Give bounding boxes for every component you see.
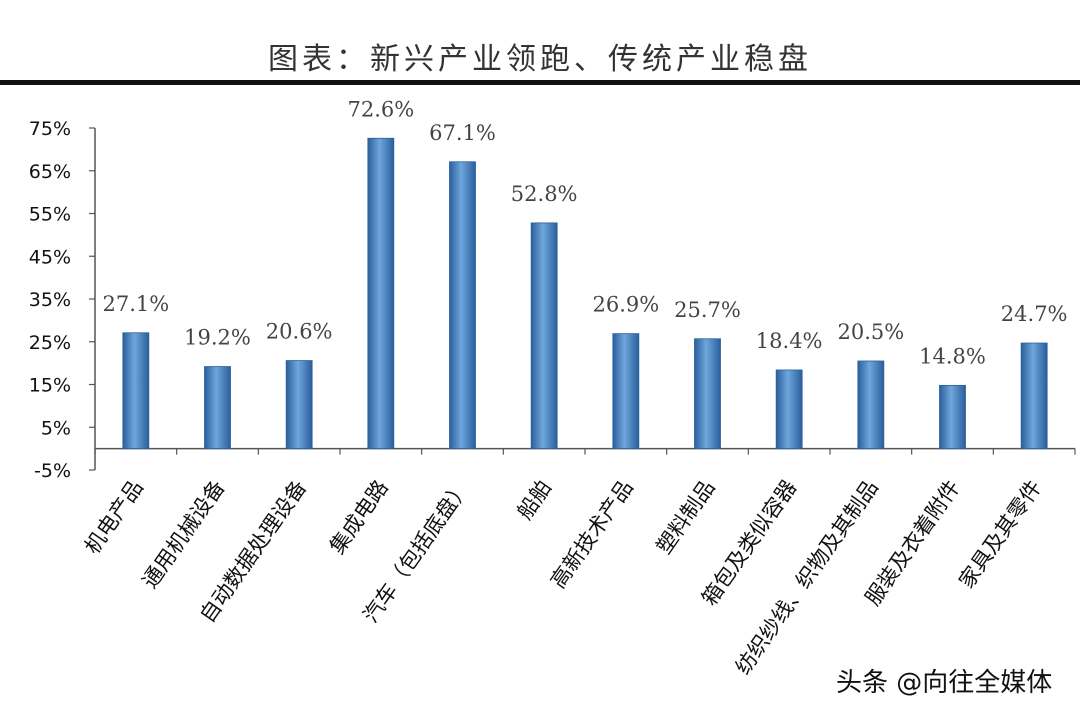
data-label: 14.8%: [919, 344, 986, 368]
data-label: 67.1%: [429, 121, 496, 145]
category-label: 塑料制品: [652, 476, 720, 559]
category-label: 船舶: [513, 476, 557, 524]
data-label: 25.7%: [674, 298, 741, 322]
y-tick-label: 55%: [29, 204, 71, 226]
data-label: 24.7%: [1001, 302, 1068, 326]
y-tick-label: 45%: [29, 246, 71, 268]
category-label: 家具及其零件: [954, 476, 1046, 593]
y-tick-label: 65%: [29, 161, 71, 183]
bar: [857, 360, 885, 450]
bar: [449, 161, 476, 450]
data-label: 52.8%: [511, 182, 578, 206]
category-label: 纺织纱线、织物及其制品: [731, 476, 883, 679]
data-label: 20.5%: [837, 320, 904, 344]
data-label: 18.4%: [756, 329, 823, 353]
watermark: 头条 @向往全媒体: [836, 662, 1053, 699]
y-tick-label: 5%: [41, 417, 71, 439]
y-tick-label: 15%: [29, 375, 71, 397]
bar: [367, 137, 395, 450]
y-tick-label: 75%: [29, 118, 71, 140]
y-tick-label: 35%: [29, 289, 71, 311]
y-tick-label: 25%: [29, 332, 71, 354]
bar: [775, 369, 803, 450]
bar: [530, 222, 558, 450]
y-tick-label: -5%: [34, 460, 71, 482]
data-label: 72.6%: [347, 97, 414, 121]
category-label: 集成电路: [325, 476, 393, 559]
title-divider: [0, 80, 1080, 85]
data-label: 27.1%: [102, 292, 169, 316]
data-label: 20.6%: [266, 320, 333, 344]
bar: [204, 366, 231, 450]
bar: [694, 338, 721, 450]
chart-axes: 75% 65% 55% 45% 35% 25% 15% 5% -5%: [29, 118, 1076, 482]
bar: [1020, 342, 1048, 450]
data-label: 19.2%: [184, 326, 251, 350]
bar: [939, 384, 966, 450]
category-label: 通用机械设备: [138, 476, 230, 593]
chart-bars: [122, 137, 1048, 450]
bar: [285, 360, 313, 450]
category-label: 高新技术产品: [546, 476, 638, 593]
chart-title: 图表：新兴产业领跑、传统产业稳盘: [268, 42, 812, 77]
bar: [122, 332, 150, 450]
data-label: 26.9%: [592, 293, 659, 317]
category-label: 机电产品: [80, 476, 148, 559]
bar: [612, 333, 640, 450]
